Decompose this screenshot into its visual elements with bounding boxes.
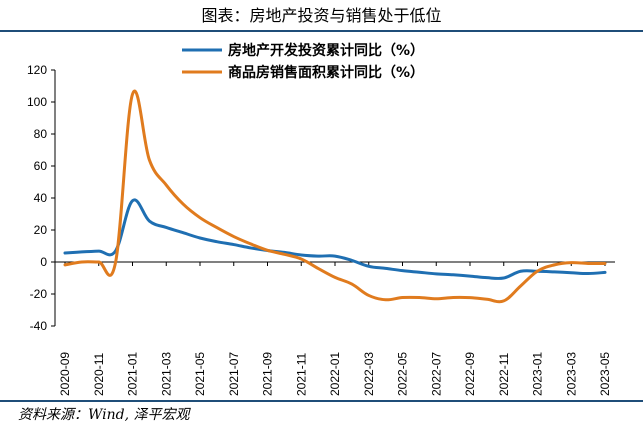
source-note: 资料来源：Wind, 泽平宏观 xyxy=(18,407,190,423)
x-tick-label: 2022-01 xyxy=(328,352,342,396)
bottom-rule xyxy=(0,400,643,402)
y-tick-label: -40 xyxy=(30,319,48,333)
top-rule xyxy=(0,30,643,32)
x-tick-label: 2020-09 xyxy=(58,352,72,396)
y-tick-label: 120 xyxy=(27,63,47,77)
x-tick-label: 2021-11 xyxy=(294,353,308,396)
y-tick-label: 80 xyxy=(34,127,48,141)
x-tick-label: 2021-01 xyxy=(126,352,140,396)
x-tick-label: 2021-03 xyxy=(159,352,173,396)
x-tick-label: 2021-05 xyxy=(193,352,207,396)
x-tick-label: 2023-01 xyxy=(531,352,545,396)
chart-axes: -40 -20 0 20 40 60 80 100 120 2020-09 2020-11 2021-… xyxy=(27,63,615,396)
chart-legend: 房地产开发投资累计同比（%） 商品房销售面积累计同比（%） xyxy=(182,42,424,81)
x-tick-label: 2021-09 xyxy=(261,352,275,396)
x-tick-label: 2021-07 xyxy=(227,352,241,396)
x-tick-label: 2023-05 xyxy=(598,352,612,396)
chart-title: 图表：房地产投资与销售处于低位 xyxy=(201,6,442,25)
y-tick-label: 0 xyxy=(40,255,47,269)
y-tick-label: 40 xyxy=(34,191,48,205)
legend-label-2: 商品房销售面积累计同比（%） xyxy=(228,64,424,81)
x-tick-label: 2023-03 xyxy=(564,352,578,396)
y-tick-label: 60 xyxy=(34,159,48,173)
x-tick-label: 2022-09 xyxy=(463,352,477,396)
chart-lines xyxy=(63,89,607,304)
legend-label-1: 房地产开发投资累计同比（%） xyxy=(228,42,424,59)
x-tick-label: 2022-11 xyxy=(497,353,511,396)
x-tick-label: 2022-05 xyxy=(396,352,410,396)
x-tick-label: 2020-11 xyxy=(92,353,106,396)
y-tick-label: 100 xyxy=(27,95,47,109)
x-tick-label: 2022-07 xyxy=(429,352,443,396)
x-tick-label: 2022-03 xyxy=(362,352,376,396)
series-line-2 xyxy=(63,89,607,304)
series-line-1 xyxy=(63,198,607,280)
y-tick-label: -20 xyxy=(30,287,48,301)
y-tick-label: 20 xyxy=(34,223,48,237)
